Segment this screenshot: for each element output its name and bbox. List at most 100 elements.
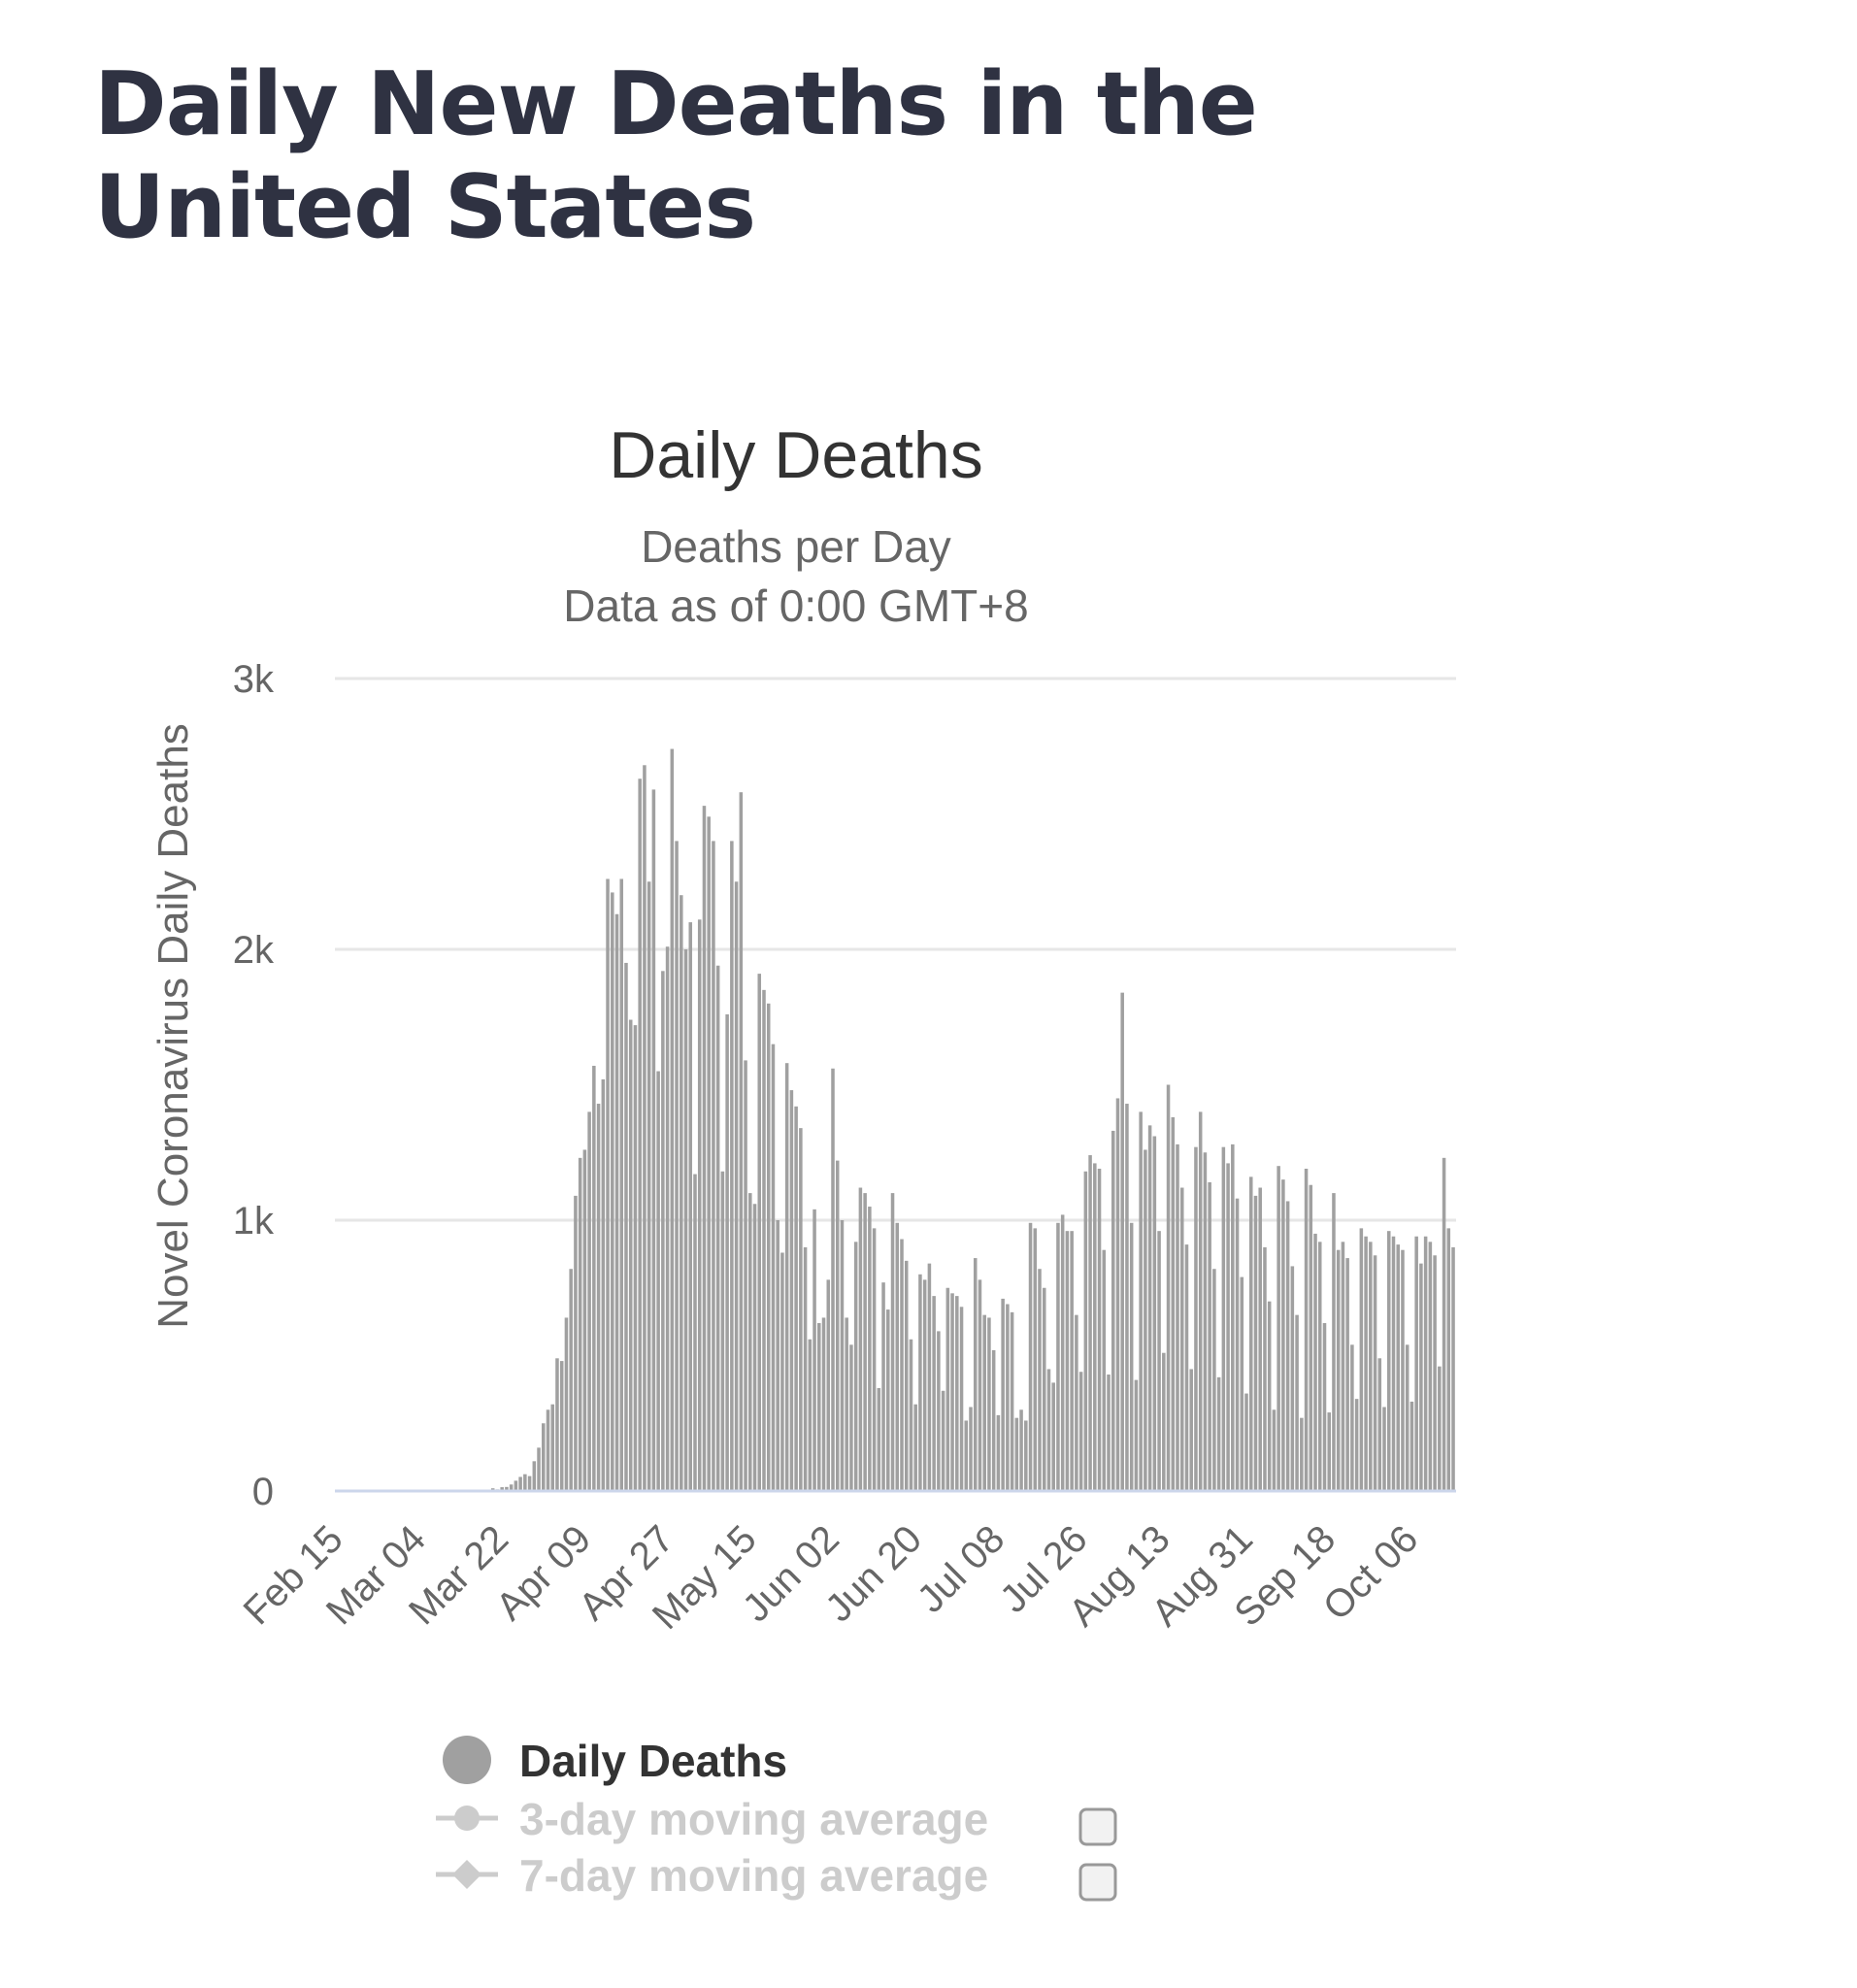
bar[interactable] (665, 946, 670, 1491)
bar[interactable] (527, 1475, 532, 1491)
bar[interactable] (688, 922, 693, 1491)
bar[interactable] (1065, 1231, 1070, 1491)
bar[interactable] (619, 878, 624, 1491)
bar[interactable] (877, 1387, 881, 1491)
bar[interactable] (656, 1071, 660, 1491)
bar[interactable] (1281, 1179, 1285, 1491)
bar[interactable] (868, 1207, 872, 1491)
bar[interactable] (1046, 1369, 1051, 1491)
bar[interactable] (1144, 1149, 1147, 1491)
bar[interactable] (1317, 1242, 1322, 1491)
bar[interactable] (1212, 1269, 1216, 1491)
bar[interactable] (831, 1068, 835, 1491)
bar[interactable] (582, 1149, 587, 1491)
bar[interactable] (1414, 1236, 1418, 1491)
bar[interactable] (752, 1204, 757, 1491)
bar[interactable] (1078, 1372, 1083, 1491)
bar[interactable] (1134, 1379, 1139, 1491)
bar[interactable] (555, 1358, 559, 1491)
bar[interactable] (707, 816, 711, 1491)
bar[interactable] (987, 1317, 991, 1491)
bar[interactable] (601, 1078, 606, 1491)
bar[interactable] (1419, 1263, 1423, 1491)
bar[interactable] (803, 1246, 808, 1491)
bar[interactable] (1313, 1233, 1317, 1491)
bar[interactable] (757, 974, 762, 1491)
bar[interactable] (1377, 1358, 1382, 1491)
bar[interactable] (1240, 1276, 1244, 1491)
bar[interactable] (1428, 1242, 1433, 1491)
bar[interactable] (1226, 1163, 1230, 1491)
bar[interactable] (872, 1228, 877, 1491)
bar[interactable] (1051, 1382, 1055, 1491)
bar[interactable] (680, 895, 683, 1491)
bar[interactable] (1350, 1344, 1354, 1491)
bar[interactable] (826, 1279, 831, 1491)
bar[interactable] (909, 1339, 913, 1491)
bar[interactable] (614, 913, 619, 1491)
bar[interactable] (734, 881, 739, 1491)
bar[interactable] (1235, 1198, 1240, 1491)
bar[interactable] (941, 1390, 945, 1491)
bar[interactable] (969, 1407, 973, 1491)
bar[interactable] (1391, 1236, 1396, 1491)
bar[interactable] (1322, 1323, 1327, 1491)
bar[interactable] (518, 1476, 522, 1491)
bar[interactable] (1010, 1311, 1014, 1491)
bar[interactable] (647, 881, 651, 1491)
bar[interactable] (739, 792, 744, 1491)
bar[interactable] (1019, 1409, 1023, 1491)
bar[interactable] (500, 1487, 504, 1491)
bar[interactable] (973, 1258, 978, 1491)
bar[interactable] (606, 878, 610, 1491)
bar[interactable] (1309, 1184, 1313, 1491)
bar[interactable] (1157, 1231, 1161, 1491)
checkbox-3-day-average[interactable] (1078, 1807, 1117, 1846)
bar[interactable] (922, 1279, 927, 1491)
bar[interactable] (1263, 1246, 1267, 1491)
bar[interactable] (945, 1287, 950, 1491)
bar[interactable] (715, 965, 720, 1491)
bar[interactable] (1272, 1409, 1277, 1491)
bar[interactable] (1327, 1412, 1331, 1491)
bar[interactable] (1253, 1195, 1258, 1491)
bar[interactable] (1176, 1143, 1179, 1491)
bar[interactable] (1401, 1249, 1405, 1491)
bar[interactable] (1267, 1301, 1272, 1491)
bar[interactable] (675, 841, 679, 1491)
bar[interactable] (1221, 1146, 1226, 1491)
bar[interactable] (1208, 1181, 1211, 1491)
bar[interactable] (596, 1104, 601, 1491)
bar[interactable] (1364, 1236, 1368, 1491)
bar[interactable] (670, 748, 675, 1491)
bar[interactable] (835, 1160, 840, 1491)
bar[interactable] (1115, 1098, 1120, 1491)
bar[interactable] (784, 1063, 789, 1491)
bar[interactable] (937, 1331, 941, 1491)
bar[interactable] (730, 841, 734, 1491)
bar[interactable] (1277, 1166, 1280, 1491)
bar[interactable] (766, 1003, 771, 1491)
bar[interactable] (1409, 1401, 1414, 1491)
bar[interactable] (643, 765, 647, 1491)
bar[interactable] (776, 1220, 779, 1491)
bar[interactable] (712, 841, 715, 1491)
bar[interactable] (890, 1193, 895, 1491)
bar[interactable] (1336, 1249, 1341, 1491)
legend-item-daily-deaths[interactable]: Daily Deaths (443, 1736, 787, 1786)
bar[interactable] (569, 1269, 573, 1491)
bar[interactable] (950, 1293, 954, 1491)
bar[interactable] (1438, 1366, 1442, 1491)
bar[interactable] (1070, 1231, 1074, 1491)
bar[interactable] (1442, 1157, 1446, 1491)
bar[interactable] (1038, 1269, 1042, 1491)
bar[interactable] (574, 1195, 578, 1491)
bar[interactable] (628, 1019, 633, 1491)
bar[interactable] (849, 1344, 853, 1491)
bar[interactable] (794, 1106, 798, 1491)
bar[interactable] (1152, 1136, 1157, 1491)
bar[interactable] (578, 1157, 582, 1491)
bar[interactable] (1203, 1152, 1208, 1491)
bar[interactable] (559, 1361, 564, 1491)
bar[interactable] (509, 1484, 514, 1491)
